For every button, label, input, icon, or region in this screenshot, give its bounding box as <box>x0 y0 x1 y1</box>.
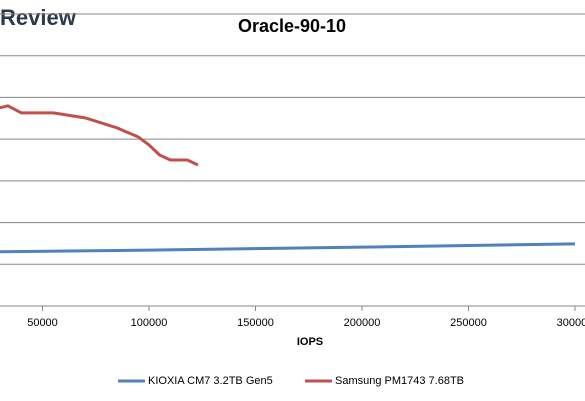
legend-label: KIOXIA CM7 3.2TB Gen5 <box>148 375 273 387</box>
x-tick-label: 50000 <box>27 317 58 329</box>
x-tick-label: 100000 <box>131 317 168 329</box>
chart-title: Oracle-90-10 <box>238 16 346 36</box>
series-line <box>0 104 199 167</box>
legend-label: Samsung PM1743 7.68TB <box>335 375 464 387</box>
series-line <box>0 242 576 254</box>
watermark: Review <box>0 5 77 30</box>
x-tick-label: 200000 <box>344 317 381 329</box>
x-axis-label: IOPS <box>297 336 323 348</box>
x-tick-label: 300000 <box>557 317 585 329</box>
x-tick-label: 150000 <box>237 317 274 329</box>
x-tick-label: 250000 <box>450 317 487 329</box>
